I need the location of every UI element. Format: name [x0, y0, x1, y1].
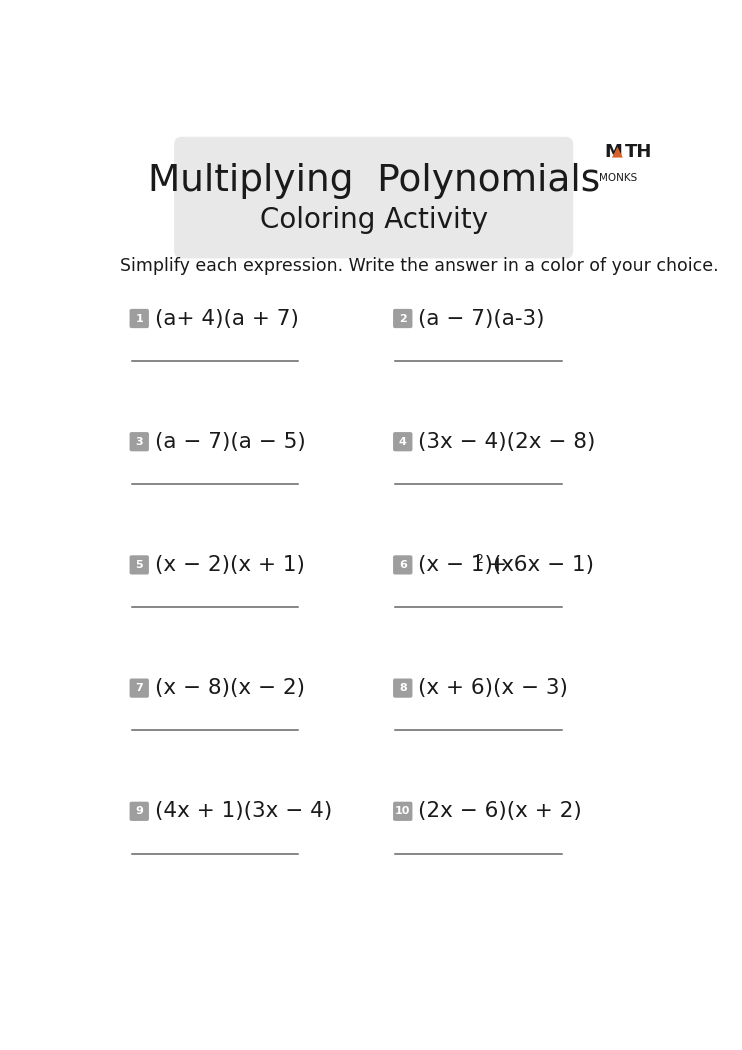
Polygon shape: [612, 147, 623, 157]
Text: (x − 8)(x − 2): (x − 8)(x − 2): [155, 678, 305, 698]
Text: + 6x − 1): + 6x − 1): [482, 554, 594, 575]
FancyBboxPatch shape: [130, 678, 149, 698]
FancyBboxPatch shape: [174, 136, 574, 258]
FancyBboxPatch shape: [393, 309, 413, 328]
Text: 8: 8: [399, 684, 407, 693]
FancyBboxPatch shape: [393, 678, 413, 698]
FancyBboxPatch shape: [393, 555, 413, 574]
Text: (a − 7)(a-3): (a − 7)(a-3): [418, 309, 545, 329]
Text: (x − 2)(x + 1): (x − 2)(x + 1): [155, 554, 305, 575]
FancyBboxPatch shape: [130, 433, 149, 452]
FancyBboxPatch shape: [393, 802, 413, 821]
Text: 2: 2: [476, 553, 483, 566]
FancyBboxPatch shape: [130, 555, 149, 574]
Text: (a − 7)(a − 5): (a − 7)(a − 5): [155, 432, 306, 452]
FancyBboxPatch shape: [393, 433, 413, 452]
FancyBboxPatch shape: [130, 802, 149, 821]
Text: MONKS: MONKS: [599, 172, 637, 183]
Text: Simplify each expression. Write the answer in a color of your choice.: Simplify each expression. Write the answ…: [120, 257, 718, 275]
Text: (3x − 4)(2x − 8): (3x − 4)(2x − 8): [418, 432, 596, 452]
Text: 1: 1: [135, 314, 143, 323]
Text: (x + 6)(x − 3): (x + 6)(x − 3): [418, 678, 568, 698]
Text: 5: 5: [136, 560, 143, 570]
Text: 2: 2: [399, 314, 407, 323]
Text: 9: 9: [135, 806, 143, 816]
Text: (2x − 6)(x + 2): (2x − 6)(x + 2): [418, 801, 582, 821]
Text: (a+ 4)(a + 7): (a+ 4)(a + 7): [155, 309, 298, 329]
Text: (4x + 1)(3x − 4): (4x + 1)(3x − 4): [155, 801, 332, 821]
Text: 7: 7: [135, 684, 143, 693]
Text: TH: TH: [625, 143, 651, 161]
Text: 4: 4: [398, 437, 407, 446]
Text: 3: 3: [136, 437, 143, 446]
Text: Multiplying  Polynomials: Multiplying Polynomials: [148, 164, 600, 200]
Text: 6: 6: [398, 560, 407, 570]
Text: Coloring Activity: Coloring Activity: [260, 206, 488, 234]
FancyBboxPatch shape: [130, 309, 149, 328]
Text: M: M: [604, 143, 622, 161]
Text: 10: 10: [395, 806, 410, 816]
Text: (x − 1)(x: (x − 1)(x: [418, 554, 514, 575]
